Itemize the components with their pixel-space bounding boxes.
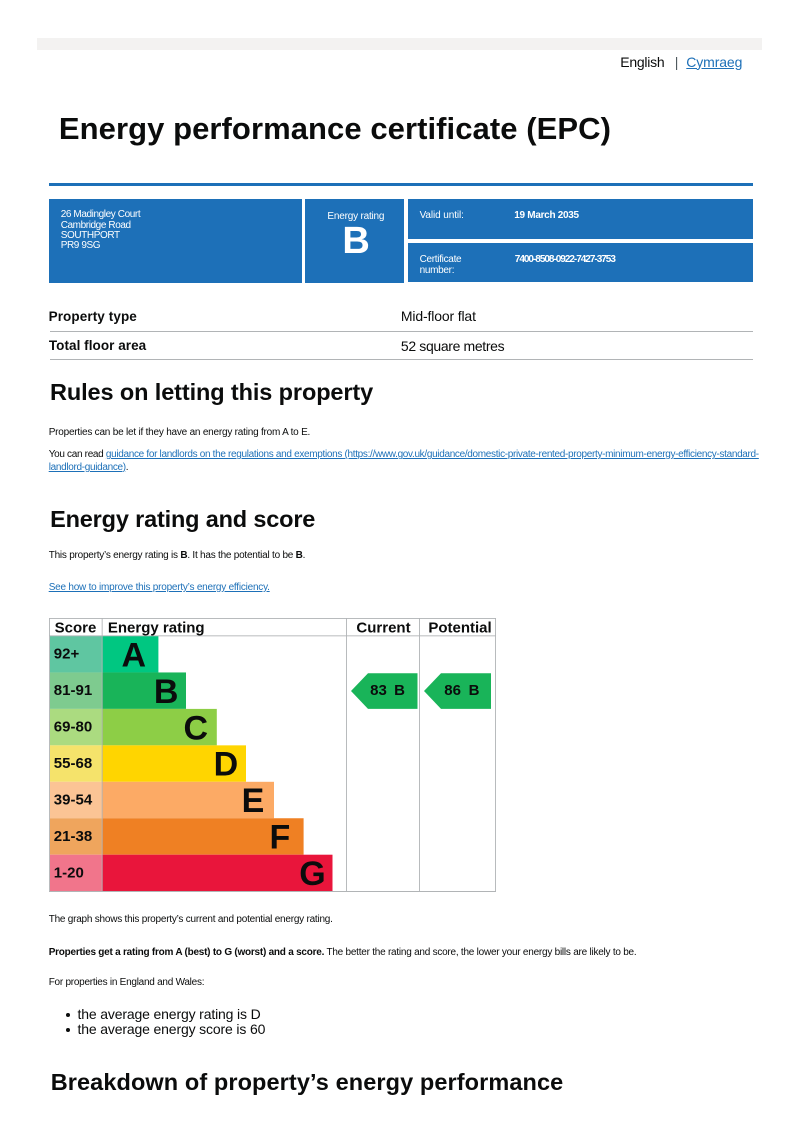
svg-text:B: B	[469, 682, 480, 699]
svg-text:B: B	[154, 673, 179, 711]
svg-text:Score: Score	[55, 620, 97, 637]
svg-text:83: 83	[370, 682, 387, 699]
svg-text:Potential: Potential	[428, 620, 491, 637]
svg-text:E: E	[242, 782, 265, 820]
svg-text:A: A	[122, 636, 147, 674]
svg-text:1-20: 1-20	[54, 864, 84, 881]
svg-text:G: G	[299, 855, 325, 892]
svg-text:92+: 92+	[54, 646, 80, 663]
svg-text:D: D	[214, 746, 239, 784]
svg-text:55-68: 55-68	[54, 755, 92, 772]
svg-text:Current: Current	[356, 620, 410, 637]
svg-text:69-80: 69-80	[54, 719, 92, 736]
svg-text:B: B	[394, 682, 405, 699]
svg-text:C: C	[184, 709, 209, 747]
svg-text:21-38: 21-38	[54, 828, 92, 845]
svg-text:Energy rating: Energy rating	[108, 620, 205, 637]
svg-text:81-91: 81-91	[54, 682, 92, 699]
svg-text:86: 86	[444, 682, 461, 699]
svg-text:F: F	[270, 819, 291, 857]
svg-text:39-54: 39-54	[54, 792, 93, 809]
